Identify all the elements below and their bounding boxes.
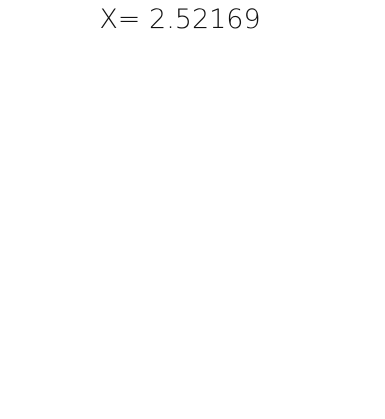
filaments [10,44,385,412]
plot-title: X= 2.52169 [99,4,261,35]
density-peaks [76,62,374,402]
